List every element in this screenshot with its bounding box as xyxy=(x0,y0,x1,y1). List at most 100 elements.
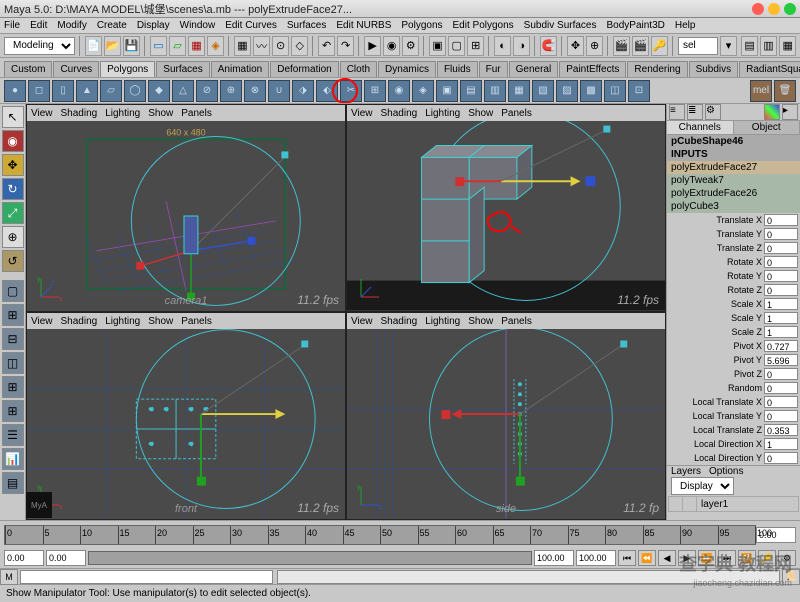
poly-extrude2-icon[interactable]: ⬖ xyxy=(316,80,338,102)
render-globals-icon[interactable]: ⚙ xyxy=(402,36,419,56)
poly-op3-icon[interactable]: ▥ xyxy=(484,80,506,102)
open-scene-icon[interactable]: 📂 xyxy=(104,36,121,56)
poly-split-icon[interactable]: ✂ xyxy=(340,80,362,102)
tab-tool-icon[interactable]: ⚙ xyxy=(705,104,721,120)
timeline-track[interactable]: 0510152025303540455055606570758085909510… xyxy=(4,525,756,545)
mel-script-icon[interactable]: mel xyxy=(750,80,772,102)
vp-show[interactable]: Show xyxy=(148,108,173,119)
snap-point-icon[interactable]: ⊙ xyxy=(272,36,289,56)
poly-prism-icon[interactable]: ◆ xyxy=(148,80,170,102)
channel-value[interactable]: 1 xyxy=(764,326,798,338)
vp-lighting[interactable]: Lighting xyxy=(105,108,140,119)
component-icon[interactable]: ▣ xyxy=(429,36,446,56)
lasso-tool-icon[interactable]: ◉ xyxy=(2,130,24,152)
range-slider[interactable] xyxy=(88,551,532,565)
channel-value[interactable]: 0.727 xyxy=(764,340,798,352)
menu-help[interactable]: Help xyxy=(675,20,696,31)
save-scene-icon[interactable]: 💾 xyxy=(123,36,140,56)
channel-value[interactable]: 0 xyxy=(764,242,798,254)
poly-op9-icon[interactable]: ⊡ xyxy=(628,80,650,102)
layer-row[interactable]: layer1 xyxy=(668,496,799,512)
shelf-tab-rendering[interactable]: Rendering xyxy=(627,61,687,77)
snap-curve-icon[interactable]: 〰 xyxy=(253,36,270,56)
minimize-icon[interactable] xyxy=(768,3,780,15)
mask2-icon[interactable]: ◈ xyxy=(207,36,224,56)
channel-value[interactable]: 0 xyxy=(764,452,798,464)
poly-op7-icon[interactable]: ▩ xyxy=(580,80,602,102)
poly-extrude-icon[interactable]: ⬗ xyxy=(292,80,314,102)
menu-editpolygons[interactable]: Edit Polygons xyxy=(453,20,514,31)
input-node[interactable]: polyExtrudeFace26 xyxy=(667,187,800,200)
channel-value[interactable]: 5.696 xyxy=(764,354,798,366)
poly-plane-icon[interactable]: ▱ xyxy=(100,80,122,102)
layers-menu-layers[interactable]: Layers xyxy=(671,466,701,477)
two-side-icon[interactable]: ◫ xyxy=(2,352,24,374)
layers-menu-options[interactable]: Options xyxy=(709,466,743,477)
key-icon[interactable]: 🔑 xyxy=(651,36,668,56)
menu-file[interactable]: File xyxy=(4,20,20,31)
single-view-icon[interactable]: ▢ xyxy=(2,280,24,302)
poly-op6-icon[interactable]: ▨ xyxy=(556,80,578,102)
shelf-tab-dynamics[interactable]: Dynamics xyxy=(378,61,436,77)
input-node[interactable]: polyExtrudeFace27 xyxy=(667,161,800,174)
xform2-icon[interactable]: ⊕ xyxy=(586,36,603,56)
menu-surfaces[interactable]: Surfaces xyxy=(287,20,326,31)
channel-value[interactable]: 1 xyxy=(764,312,798,324)
poly-separate-icon[interactable]: ⊗ xyxy=(244,80,266,102)
layout-icon[interactable]: ▤ xyxy=(741,36,758,56)
mel-toggle-icon[interactable]: M xyxy=(0,569,18,585)
shelf-tab-fluids[interactable]: Fluids xyxy=(437,61,478,77)
layout2-icon[interactable]: ▥ xyxy=(760,36,777,56)
magnet-icon[interactable]: 🧲 xyxy=(540,36,557,56)
channel-value[interactable]: 1 xyxy=(764,298,798,310)
channel-value[interactable]: 1 xyxy=(764,438,798,450)
menu-subdiv[interactable]: Subdiv Surfaces xyxy=(524,20,597,31)
channel-value[interactable]: 0 xyxy=(764,382,798,394)
close-icon[interactable] xyxy=(752,3,764,15)
new-scene-icon[interactable]: 📄 xyxy=(85,36,102,56)
menu-display[interactable]: Display xyxy=(137,20,170,31)
channel-value[interactable]: 0 xyxy=(764,256,798,268)
layer-vis-icon[interactable] xyxy=(669,497,683,511)
toggle2-icon[interactable]: ◑ xyxy=(513,36,530,56)
channel-value[interactable]: 0 xyxy=(764,410,798,422)
menu-edit[interactable]: Edit xyxy=(30,20,47,31)
vp-view[interactable]: View xyxy=(31,108,53,119)
object-tab[interactable]: Object xyxy=(734,121,800,134)
poly-op8-icon[interactable]: ◫ xyxy=(604,80,626,102)
mode-dropdown[interactable]: Modeling xyxy=(4,37,75,55)
ipr-icon[interactable]: ◉ xyxy=(383,36,400,56)
poly-op1-icon[interactable]: ▣ xyxy=(436,80,458,102)
shelf-tab-subdivs[interactable]: Subdivs xyxy=(689,61,739,77)
menu-create[interactable]: Create xyxy=(97,20,127,31)
scale-tool-icon[interactable]: ⤢ xyxy=(2,202,24,224)
poly-pyramid-icon[interactable]: △ xyxy=(172,80,194,102)
rotate-tool-icon[interactable]: ↻ xyxy=(2,178,24,200)
history-icon[interactable]: ↶ xyxy=(318,36,335,56)
poly-smooth-icon[interactable]: ◉ xyxy=(388,80,410,102)
three-left-icon[interactable]: ⊞ xyxy=(2,400,24,422)
tab-channels-icon[interactable]: ≡ xyxy=(669,104,685,120)
channel-value[interactable]: 0 xyxy=(764,270,798,282)
range-r1[interactable] xyxy=(46,550,86,566)
shelf-tab-curves[interactable]: Curves xyxy=(53,61,99,77)
graph-icon[interactable]: 📊 xyxy=(2,448,24,470)
menu-window[interactable]: Window xyxy=(180,20,216,31)
shelf-tab-radiantsquare[interactable]: RadiantSquare xyxy=(739,61,800,77)
render-icon[interactable]: ▶ xyxy=(364,36,381,56)
poly-cone-icon[interactable]: ▲ xyxy=(76,80,98,102)
manip-tool-icon[interactable]: ⊕ xyxy=(2,226,24,248)
viewport-side[interactable]: ViewShadingLightingShowPanels xyxy=(346,312,666,520)
poly-op4-icon[interactable]: ▦ xyxy=(508,80,530,102)
menu-modify[interactable]: Modify xyxy=(57,20,86,31)
shelf-tab-deformation[interactable]: Deformation xyxy=(270,61,338,77)
viewport-front[interactable]: ViewShadingLightingShowPanels xyxy=(26,312,346,520)
poly-merge-icon[interactable]: ⊞ xyxy=(364,80,386,102)
shelf-tab-cloth[interactable]: Cloth xyxy=(340,61,377,77)
snap-plane-icon[interactable]: ◇ xyxy=(291,36,308,56)
vp-shading[interactable]: Shading xyxy=(61,108,98,119)
tab-attr-icon[interactable]: ≣ xyxy=(687,104,703,120)
last-tool-icon[interactable]: ↺ xyxy=(2,250,24,272)
sel-chevron-icon[interactable]: ▾ xyxy=(720,36,737,56)
channels-tab[interactable]: Channels xyxy=(667,121,734,134)
